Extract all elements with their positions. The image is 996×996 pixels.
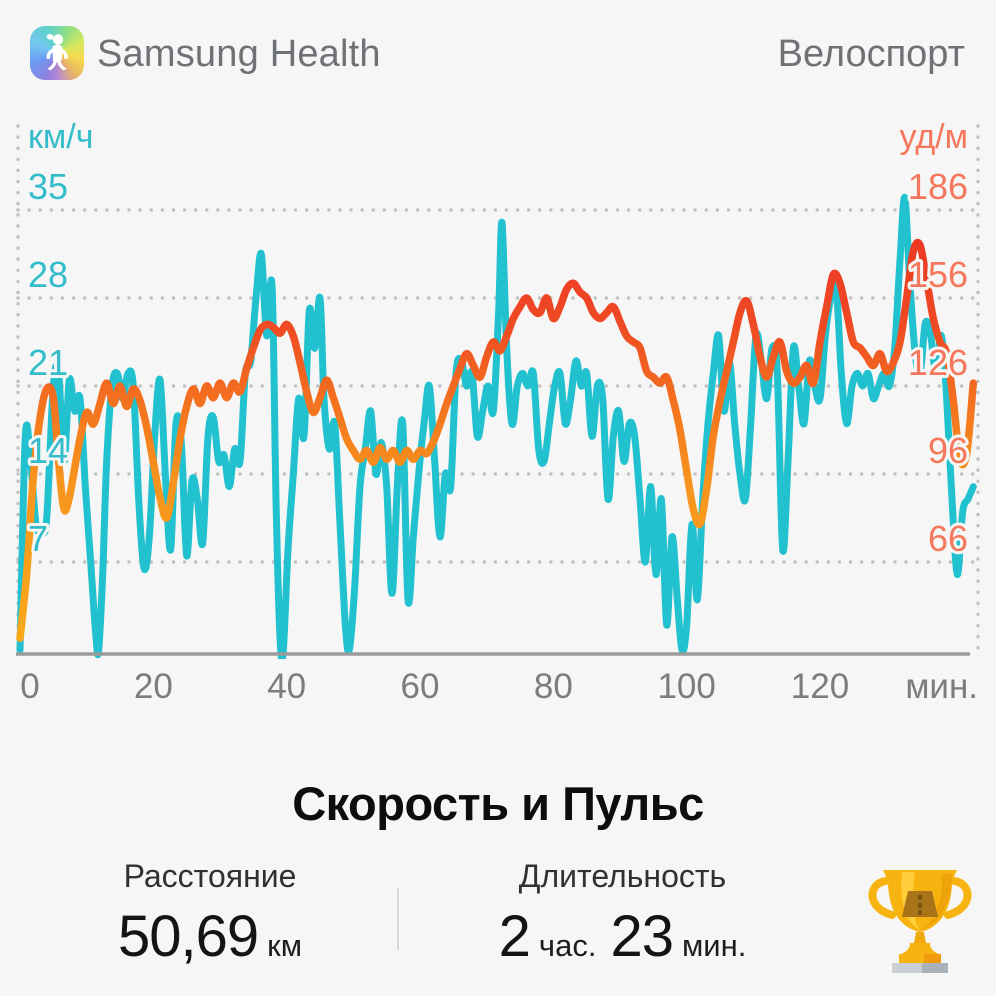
svg-text:186: 186 <box>908 166 968 207</box>
runner-figure <box>46 34 68 71</box>
svg-text:14: 14 <box>28 430 68 471</box>
stat-duration: Длительность 2 час. 23 мин. <box>450 856 795 970</box>
distance-unit: км <box>267 928 303 963</box>
duration-label: Длительность <box>518 858 727 894</box>
svg-text:20: 20 <box>134 667 173 706</box>
activity-type-label: Велоспорт <box>777 33 965 75</box>
svg-text:21: 21 <box>28 342 68 383</box>
summary-stats: Расстояние 50,69 км Длительность 2 час. … <box>0 856 996 996</box>
chart-series <box>16 193 978 659</box>
svg-text:0: 0 <box>20 667 39 706</box>
svg-text:156: 156 <box>908 254 968 295</box>
duration-minutes-value: 23 <box>610 904 674 969</box>
stat-distance: Расстояние 50,69 км <box>50 856 370 970</box>
svg-text:28: 28 <box>28 254 68 295</box>
svg-text:мин.: мин. <box>905 667 978 706</box>
svg-text:35: 35 <box>28 166 68 207</box>
duration-minutes-unit: мин. <box>681 928 747 963</box>
header: Samsung Health Велоспорт <box>0 0 996 100</box>
distance-value: 50,69 <box>117 904 259 969</box>
svg-text:126: 126 <box>908 342 968 383</box>
stats-divider <box>397 888 399 950</box>
svg-text:120: 120 <box>791 667 849 706</box>
svg-text:60: 60 <box>401 667 440 706</box>
samsung-health-logo-icon <box>30 26 84 80</box>
svg-text:уд/м: уд/м <box>899 118 968 156</box>
chart-title: Скорость и Пульс <box>292 777 704 830</box>
svg-text:7: 7 <box>28 518 48 559</box>
speed-pulse-chart: км/ч уд/м 35 28 21 14 7 186 156 126 96 66 0 20 40 60 80 1… <box>16 118 980 706</box>
svg-text:40: 40 <box>267 667 306 706</box>
svg-text:80: 80 <box>534 667 573 706</box>
svg-text:66: 66 <box>928 518 968 559</box>
chart-axis-labels: км/ч уд/м 35 28 21 14 7 186 156 126 96 66 0 20 40 60 80 1… <box>20 118 978 706</box>
duration-hours-value: 2 <box>498 904 531 969</box>
distance-label: Расстояние <box>123 858 297 894</box>
app-title: Samsung Health <box>97 33 381 75</box>
svg-text:96: 96 <box>928 430 968 471</box>
duration-hours-unit: час. <box>538 928 597 963</box>
svg-text:км/ч: км/ч <box>28 118 93 156</box>
trophy-icon <box>858 864 982 986</box>
svg-text:100: 100 <box>657 667 715 706</box>
